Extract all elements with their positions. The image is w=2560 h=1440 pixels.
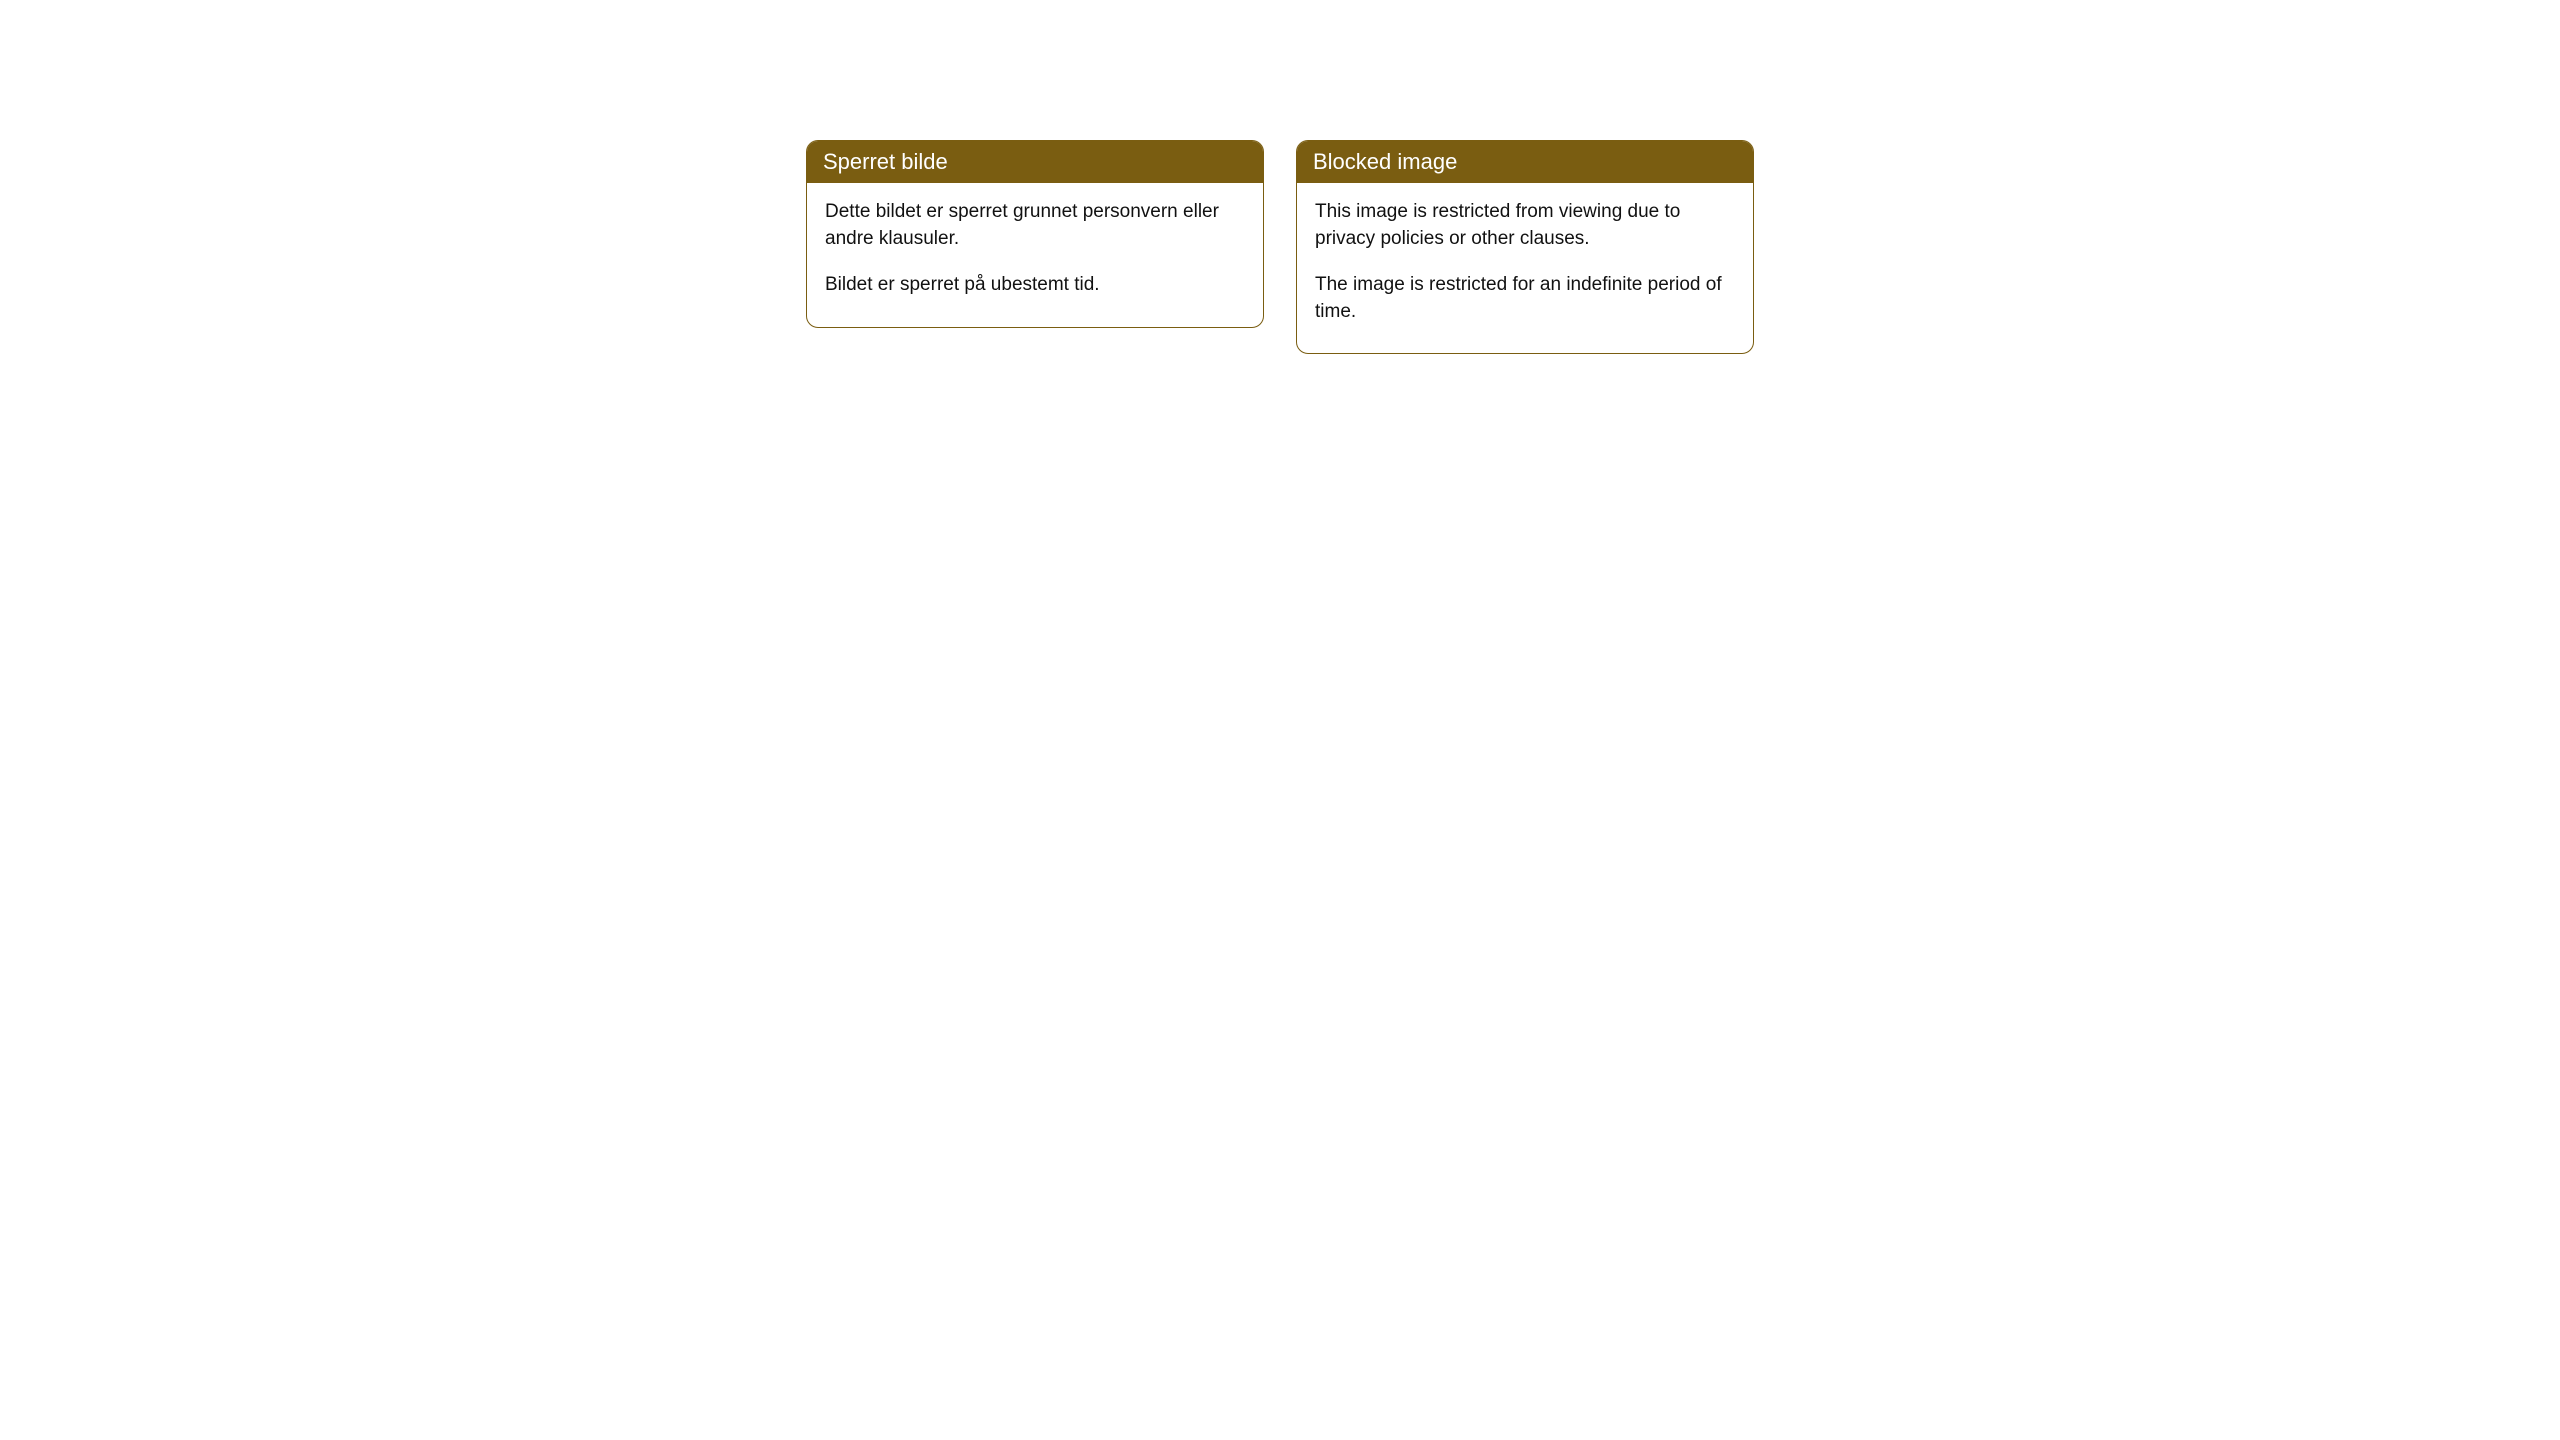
blocked-image-card-norwegian: Sperret bilde Dette bildet er sperret gr… (806, 140, 1264, 328)
card-body-english: This image is restricted from viewing du… (1297, 183, 1753, 353)
notice-cards-container: Sperret bilde Dette bildet er sperret gr… (806, 140, 1754, 1440)
blocked-image-card-english: Blocked image This image is restricted f… (1296, 140, 1754, 354)
card-paragraph-2-english: The image is restricted for an indefinit… (1315, 272, 1735, 325)
card-header-norwegian: Sperret bilde (807, 141, 1263, 183)
card-body-norwegian: Dette bildet er sperret grunnet personve… (807, 183, 1263, 327)
card-header-english: Blocked image (1297, 141, 1753, 183)
card-paragraph-1-norwegian: Dette bildet er sperret grunnet personve… (825, 199, 1245, 252)
card-paragraph-2-norwegian: Bildet er sperret på ubestemt tid. (825, 272, 1245, 299)
card-paragraph-1-english: This image is restricted from viewing du… (1315, 199, 1735, 252)
